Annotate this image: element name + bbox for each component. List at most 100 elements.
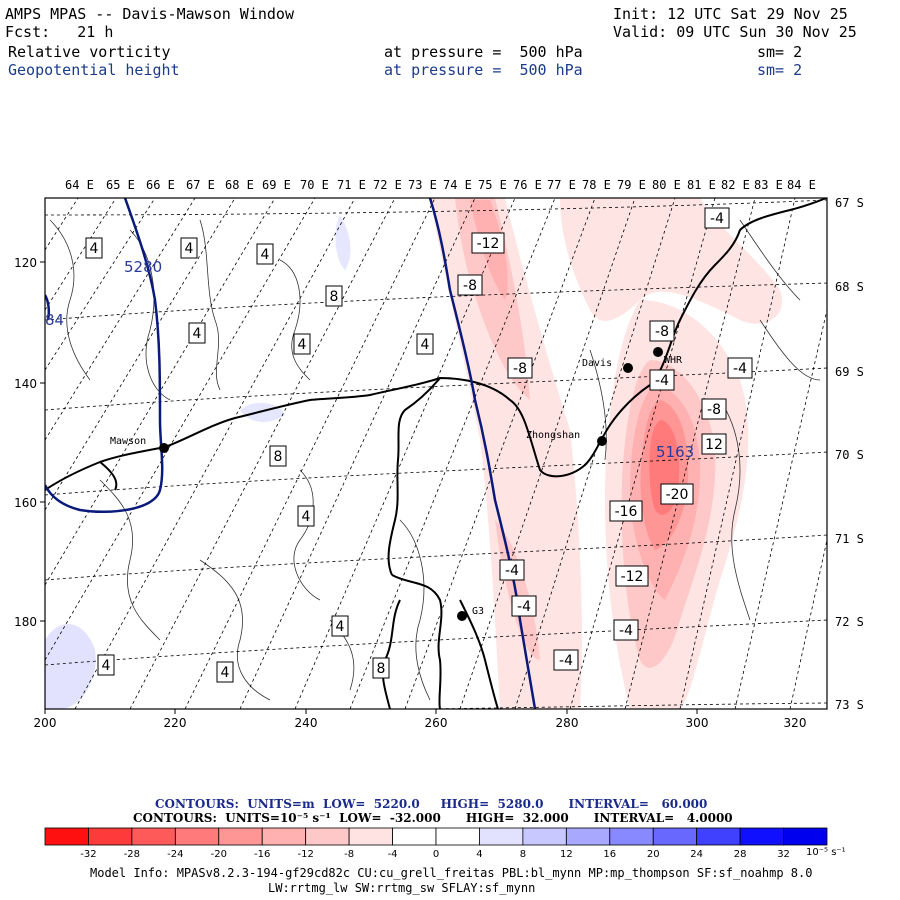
vorticity-label-box xyxy=(372,657,390,679)
station-label-zhongshan: Zhongshan xyxy=(526,430,580,441)
lat-label: 71 S xyxy=(835,532,864,546)
colorbar-tick-label: 4 xyxy=(476,849,482,860)
colorbar-tick-label: 20 xyxy=(647,849,660,860)
colorbar-tick-label: 16 xyxy=(603,849,616,860)
lon-label: 70 E xyxy=(300,178,329,192)
lon-label: 73 E xyxy=(408,178,437,192)
vorticity-label: -4 xyxy=(655,373,669,389)
colorbar-swatch xyxy=(783,827,828,846)
legend-colorbar xyxy=(44,827,828,846)
vorticity-label: 4 xyxy=(102,658,111,674)
vorticity-shading-negative xyxy=(430,198,582,709)
vorticity-label-box xyxy=(293,333,311,355)
vorticity-label-box xyxy=(85,237,103,259)
colorbar-swatch xyxy=(479,827,524,846)
colorbar-swatch xyxy=(609,827,654,846)
lon-label: 64 E xyxy=(65,178,94,192)
vorticity-label: -12 xyxy=(621,569,644,585)
height-label: 5163 xyxy=(656,443,694,461)
vorticity-label-box xyxy=(471,232,505,254)
lon-label: 78 E xyxy=(582,178,611,192)
lon-label: 69 E xyxy=(262,178,291,192)
lat-label: 68 S xyxy=(835,280,864,294)
legend-unit: 10⁻⁵ s⁻¹ xyxy=(806,847,846,858)
vorticity-label: -4 xyxy=(619,623,633,639)
y-tick-label: 120 xyxy=(14,256,37,270)
vorticity-label: 4 xyxy=(90,241,99,257)
station-dot-mawson xyxy=(159,443,169,453)
colorbar-tick-label: -16 xyxy=(254,849,270,860)
x-tick-label: 300 xyxy=(686,716,709,730)
colorbar-swatch xyxy=(44,827,89,846)
lat-label: 67 S xyxy=(835,196,864,210)
vorticity-label: 8 xyxy=(274,449,283,465)
station-dot-zhongshan xyxy=(597,436,607,446)
vorticity-label: -4 xyxy=(710,211,724,227)
colorbar-swatch xyxy=(261,827,307,846)
x-axis-tick-labels: 200 220 240 260 280 300 320 xyxy=(34,716,807,730)
colorbar-tick-label: 8 xyxy=(520,849,526,860)
vorticity-label-box xyxy=(325,285,343,307)
lat-label: 72 S xyxy=(835,615,864,629)
vorticity-label-box xyxy=(727,357,753,379)
vorticity-label-box xyxy=(609,500,643,522)
vorticity-label-box xyxy=(416,333,434,355)
lon-label: 74 E xyxy=(443,178,472,192)
station-dot-g3 xyxy=(457,611,467,621)
colorbar-swatch xyxy=(522,827,567,846)
x-tick-label: 280 xyxy=(556,716,579,730)
vorticity-label: -4 xyxy=(733,361,747,377)
vorticity-label: -8 xyxy=(463,278,477,294)
vorticity-label: -4 xyxy=(505,563,519,579)
station-label-g3: G3 xyxy=(472,606,484,617)
field1-smoothing: sm= 2 xyxy=(757,43,803,61)
vorticity-label-box xyxy=(507,357,533,379)
station-labels: Mawson Davis WHR Zhongshan G3 xyxy=(110,355,683,617)
vorticity-label-box xyxy=(615,565,649,587)
plot-title: AMPS MPAS -- Davis-Mawson Window xyxy=(5,5,294,23)
vorticity-label: 4 xyxy=(193,326,202,342)
field2-name: Geopotential height xyxy=(8,61,180,79)
lon-label: 68 E xyxy=(225,178,254,192)
lon-label: 84 E xyxy=(787,178,816,192)
station-label-whr: WHR xyxy=(664,355,683,366)
vorticity-label: 4 xyxy=(185,241,194,257)
lon-label: 81 E xyxy=(687,178,716,192)
valid-time: Valid: 09 UTC Sun 30 Nov 25 xyxy=(613,23,857,41)
lon-label: 80 E xyxy=(652,178,681,192)
colorbar-swatch xyxy=(348,827,393,846)
model-info-line2: LW:rrtmg_lw SW:rrtmg_sw SFLAY:sf_mynn xyxy=(268,881,536,895)
vorticity-label-box xyxy=(511,595,537,617)
vorticity-label: 4 xyxy=(298,337,307,353)
vorticity-label: -8 xyxy=(655,324,669,340)
field1-level: at pressure = 500 hPa xyxy=(384,43,583,61)
vorticity-label-box xyxy=(97,654,115,676)
height-contours xyxy=(45,198,537,709)
vorticity-label-box xyxy=(188,322,206,344)
lon-label: 76 E xyxy=(513,178,542,192)
vorticity-shading-negative xyxy=(560,198,782,324)
graticule-meridians xyxy=(45,198,827,709)
lon-label: 71 E xyxy=(337,178,366,192)
vorticity-label: 4 xyxy=(302,509,311,525)
y-axis-tick-labels: 120 140 160 180 xyxy=(14,256,37,629)
lon-label: 72 E xyxy=(373,178,402,192)
vorticity-label: 8 xyxy=(377,661,386,677)
station-markers xyxy=(159,347,663,621)
lon-label: 83 E xyxy=(754,178,783,192)
vorticity-label-box xyxy=(649,369,675,391)
colorbar-swatch xyxy=(435,827,480,846)
x-tick-label: 260 xyxy=(425,716,448,730)
vorticity-label: 4 xyxy=(261,247,270,263)
vorticity-label: 12 xyxy=(705,437,723,453)
vorticity-label-box xyxy=(613,619,639,641)
vorticity-label-box xyxy=(269,445,287,467)
vorticity-label: -8 xyxy=(513,361,527,377)
vorticity-label-box xyxy=(457,274,483,296)
vorticity-label: 4 xyxy=(221,665,230,681)
colorbar-swatch xyxy=(392,827,437,846)
vorticity-label: -12 xyxy=(477,236,500,252)
vorticity-label: -4 xyxy=(559,653,573,669)
model-info-line1: Model Info: MPASv8.2.3-194-gf29cd82c CU:… xyxy=(90,866,813,880)
station-dot-davis xyxy=(623,363,633,373)
